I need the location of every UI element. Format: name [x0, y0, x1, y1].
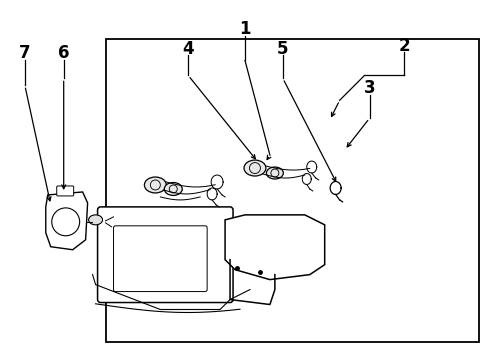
FancyBboxPatch shape	[114, 226, 207, 292]
Bar	[105, 39, 479, 342]
FancyBboxPatch shape	[57, 186, 74, 196]
Text: 1: 1	[239, 19, 251, 37]
Text: 5: 5	[277, 40, 289, 58]
Ellipse shape	[164, 183, 182, 195]
Text: 6: 6	[58, 45, 70, 63]
Polygon shape	[225, 215, 325, 280]
Text: 4: 4	[182, 40, 194, 58]
Text: 2: 2	[398, 36, 410, 54]
Text: 7: 7	[19, 45, 31, 63]
Polygon shape	[46, 192, 88, 250]
Ellipse shape	[244, 160, 266, 176]
Ellipse shape	[267, 167, 283, 179]
FancyBboxPatch shape	[98, 207, 233, 302]
Circle shape	[52, 208, 80, 236]
Text: 3: 3	[364, 79, 375, 97]
Ellipse shape	[145, 177, 166, 193]
FancyBboxPatch shape	[283, 228, 315, 262]
Ellipse shape	[89, 215, 102, 225]
